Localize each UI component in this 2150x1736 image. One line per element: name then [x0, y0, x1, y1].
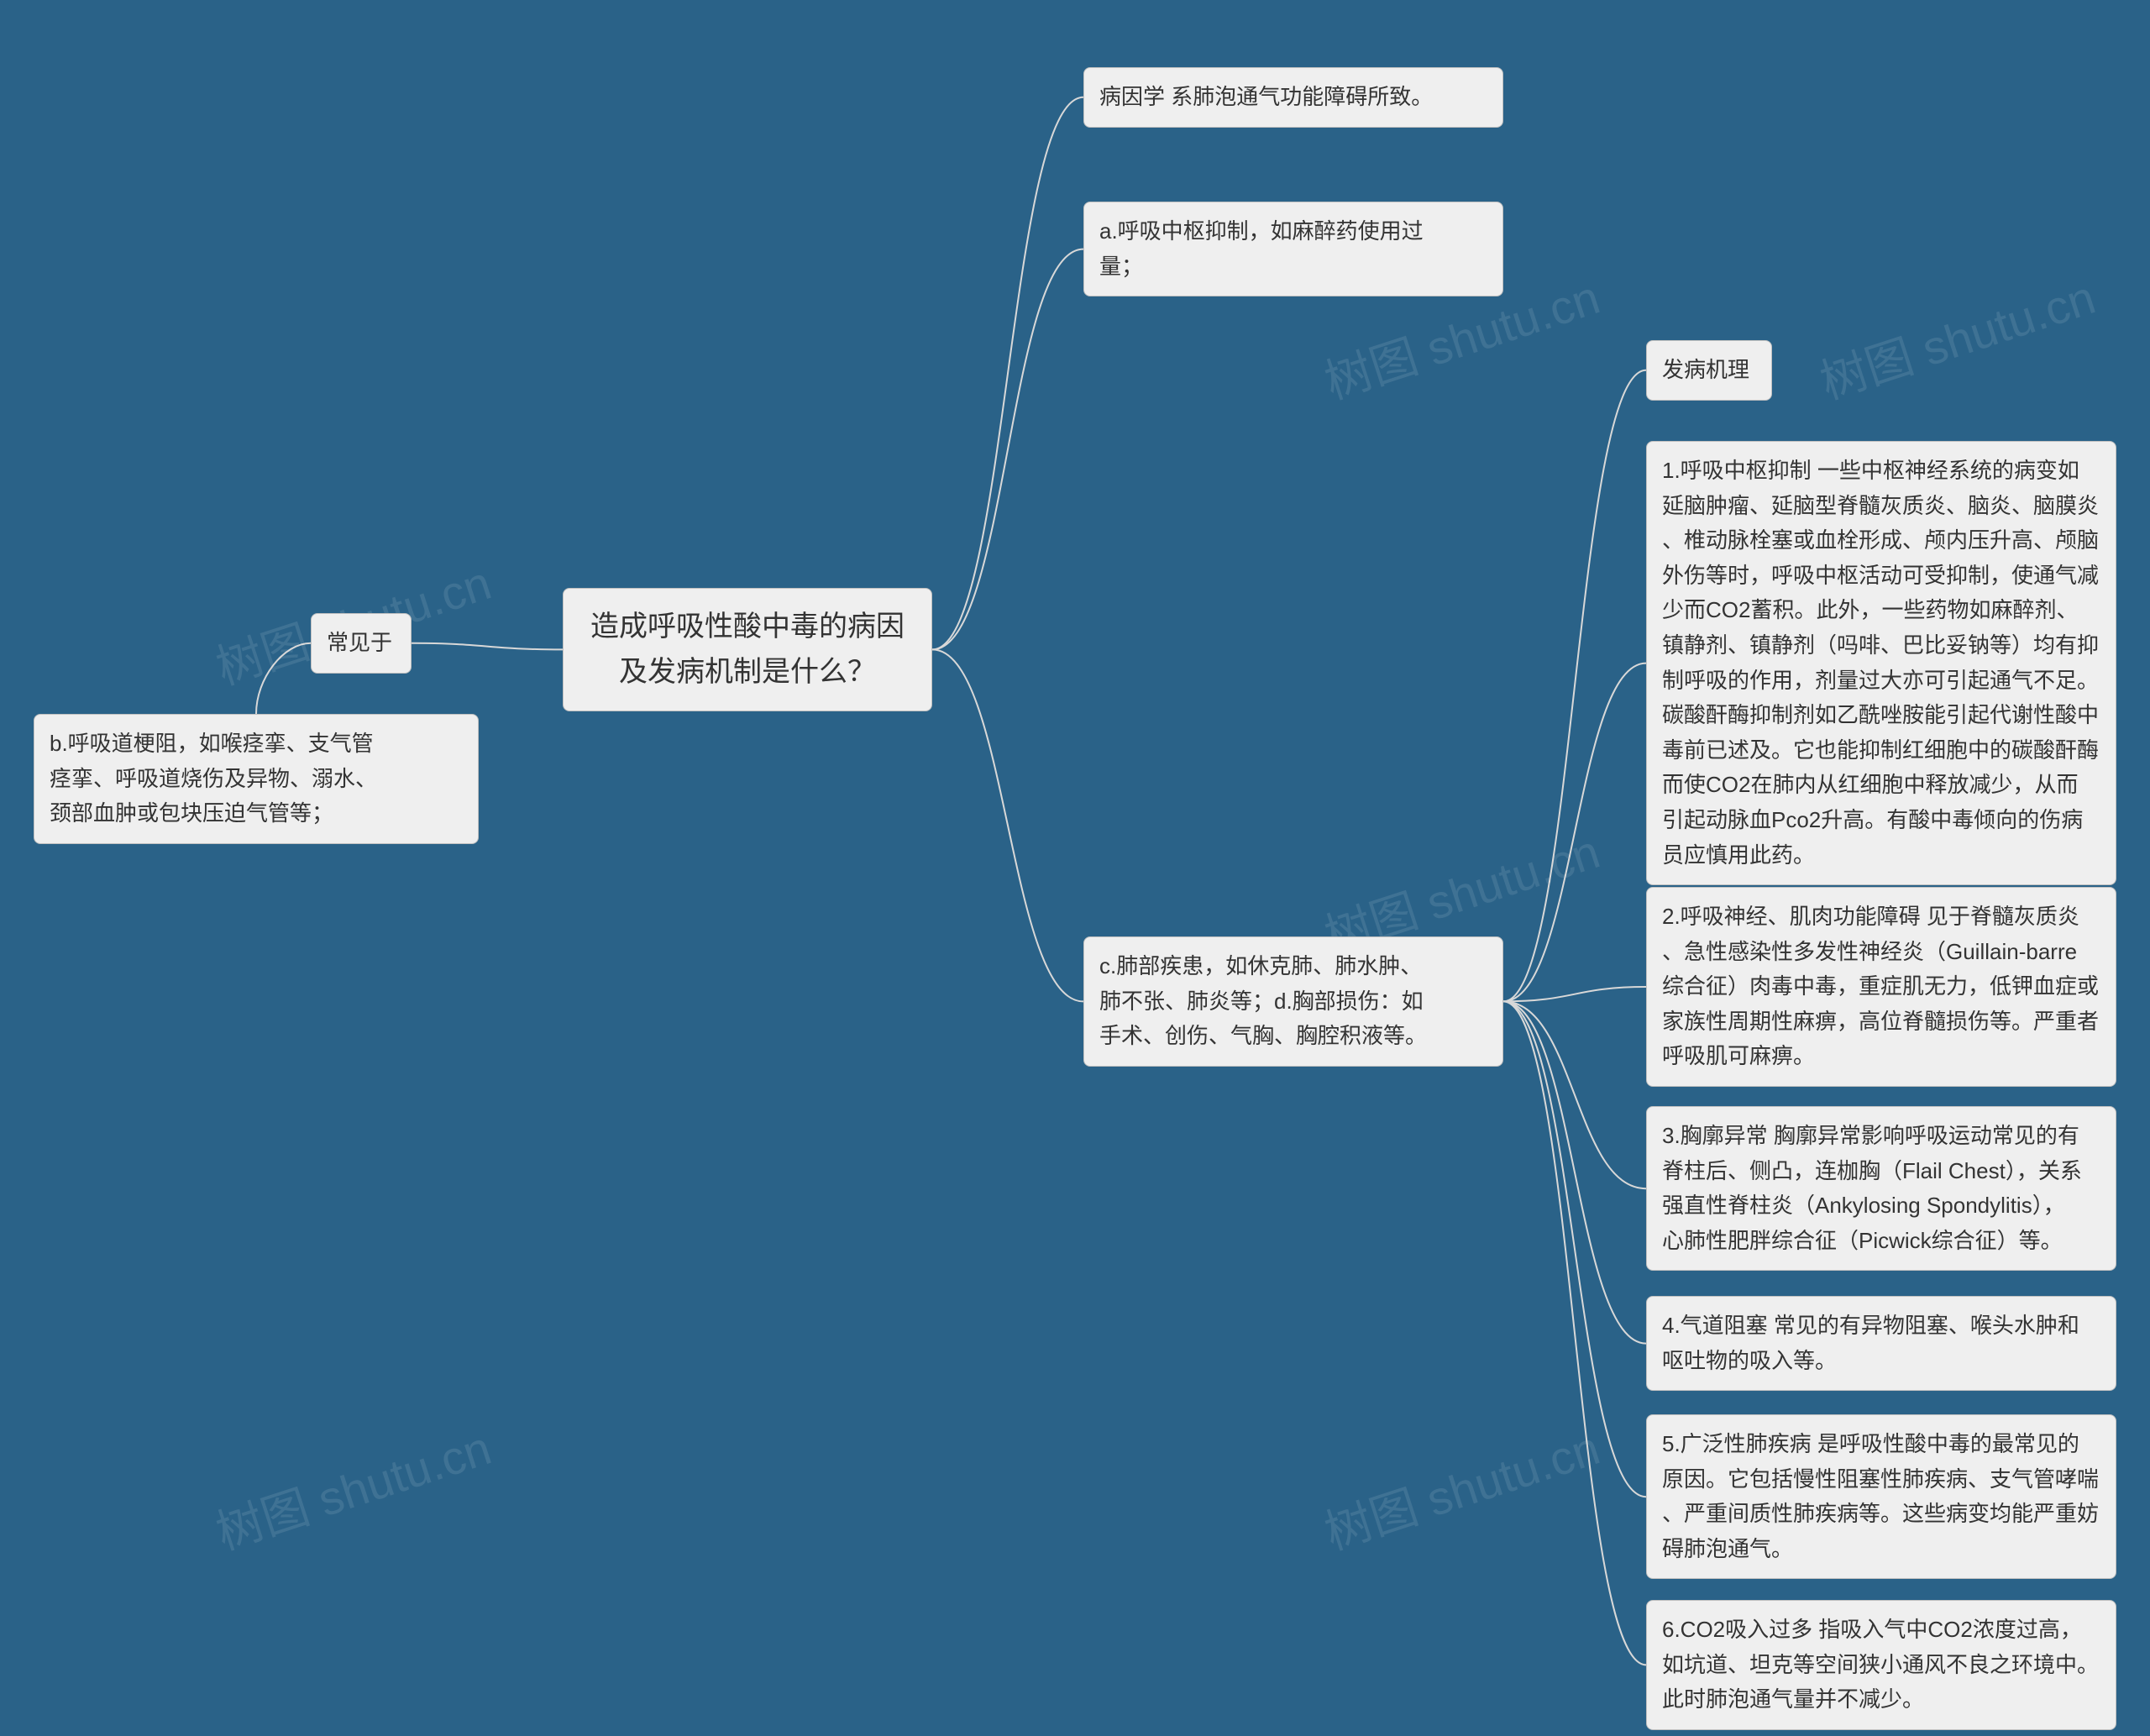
- connector: [1503, 1001, 1646, 1665]
- node-d2[interactable]: 2.呼吸神经、肌肉功能障碍 见于脊髓灰质炎 、急性感染性多发性神经炎（Guill…: [1646, 887, 2116, 1087]
- node-root[interactable]: 造成呼吸性酸中毒的病因 及发病机制是什么？: [563, 588, 932, 711]
- node-text: 5.广泛性肺疾病 是呼吸性酸中毒的最常见的 原因。它包括慢性阻塞性肺疾病、支气管…: [1662, 1431, 2099, 1561]
- mindmap-canvas: 树图 shutu.cn树图 shutu.cn树图 shutu.cn树图 shut…: [0, 0, 2150, 1736]
- node-d1[interactable]: 1.呼吸中枢抑制 一些中枢神经系统的病变如 延脑肿瘤、延脑型脊髓灰质炎、脑炎、脑…: [1646, 441, 2116, 885]
- node-common[interactable]: 常见于: [311, 613, 412, 674]
- node-b[interactable]: b.呼吸道梗阻，如喉痉挛、支气管 痉挛、呼吸道烧伤及异物、溺水、 颈部血肿或包块…: [34, 714, 479, 844]
- node-d3[interactable]: 3.胸廓异常 胸廓异常影响呼吸运动常见的有 脊柱后、侧凸，连枷胸（Flail C…: [1646, 1106, 2116, 1271]
- node-text: 发病机理: [1662, 357, 1749, 382]
- node-text: 6.CO2吸入过多 指吸入气中CO2浓度过高， 如坑道、坦克等空间狭小通风不良之…: [1662, 1617, 2099, 1712]
- connector: [1503, 1001, 1646, 1497]
- connector: [412, 643, 563, 650]
- node-text: 2.呼吸神经、肌肉功能障碍 见于脊髓灰质炎 、急性感染性多发性神经炎（Guill…: [1662, 904, 2099, 1068]
- node-c[interactable]: c.肺部疾患，如休克肺、肺水肿、 肺不张、肺炎等；d.胸部损伤：如 手术、创伤、…: [1083, 936, 1503, 1067]
- connector: [932, 249, 1083, 650]
- node-text: 病因学 系肺泡通气功能障碍所致。: [1099, 84, 1433, 109]
- node-text: 造成呼吸性酸中毒的病因 及发病机制是什么？: [590, 611, 905, 688]
- node-text: b.呼吸道梗阻，如喉痉挛、支气管 痉挛、呼吸道烧伤及异物、溺水、 颈部血肿或包块…: [50, 731, 377, 826]
- node-text: 常见于: [327, 630, 392, 655]
- watermark: 树图 shutu.cn: [207, 1411, 499, 1564]
- connector: [1503, 370, 1646, 1002]
- connector: [256, 643, 311, 714]
- watermark: 树图 shutu.cn: [1315, 1411, 1607, 1564]
- connector: [1503, 663, 1646, 1002]
- connector: [1503, 1001, 1646, 1343]
- connector: [932, 97, 1083, 650]
- connector: [1503, 1001, 1646, 1188]
- node-text: 4.气道阻塞 常见的有异物阻塞、喉头水肿和 呕吐物的吸入等。: [1662, 1313, 2079, 1373]
- connector: [1503, 987, 1646, 1001]
- node-a[interactable]: a.呼吸中枢抑制，如麻醉药使用过 量；: [1083, 202, 1503, 296]
- node-text: c.肺部疾患，如休克肺、肺水肿、 肺不张、肺炎等；d.胸部损伤：如 手术、创伤、…: [1099, 953, 1427, 1048]
- watermark: 树图 shutu.cn: [1811, 260, 2103, 413]
- node-etio[interactable]: 病因学 系肺泡通气功能障碍所致。: [1083, 67, 1503, 128]
- node-text: a.呼吸中枢抑制，如麻醉药使用过 量；: [1099, 218, 1424, 279]
- node-d4[interactable]: 4.气道阻塞 常见的有异物阻塞、喉头水肿和 呕吐物的吸入等。: [1646, 1296, 2116, 1391]
- node-d5[interactable]: 5.广泛性肺疾病 是呼吸性酸中毒的最常见的 原因。它包括慢性阻塞性肺疾病、支气管…: [1646, 1414, 2116, 1579]
- node-mech[interactable]: 发病机理: [1646, 340, 1772, 401]
- connector: [932, 649, 1083, 1001]
- node-d6[interactable]: 6.CO2吸入过多 指吸入气中CO2浓度过高， 如坑道、坦克等空间狭小通风不良之…: [1646, 1600, 2116, 1730]
- node-text: 1.呼吸中枢抑制 一些中枢神经系统的病变如 延脑肿瘤、延脑型脊髓灰质炎、脑炎、脑…: [1662, 458, 2099, 868]
- node-text: 3.胸廓异常 胸廓异常影响呼吸运动常见的有 脊柱后、侧凸，连枷胸（Flail C…: [1662, 1123, 2082, 1253]
